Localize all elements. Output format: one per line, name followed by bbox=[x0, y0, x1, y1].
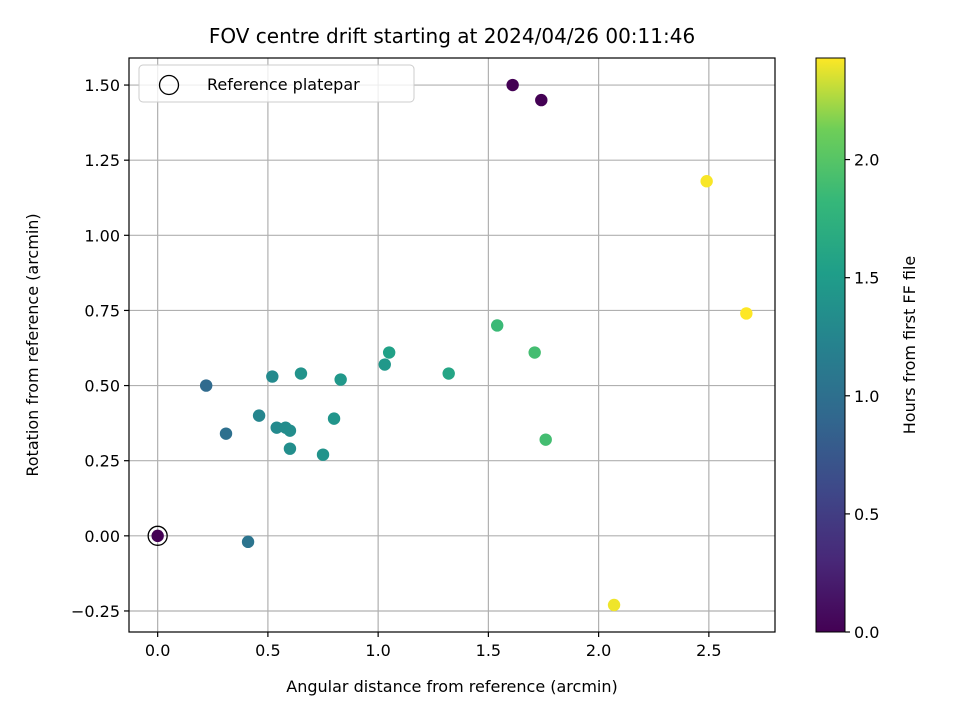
data-point bbox=[283, 442, 297, 455]
x-tick-label: 2.0 bbox=[586, 641, 611, 660]
x-tick-label: 2.5 bbox=[696, 641, 721, 660]
y-tick-label: 1.50 bbox=[84, 76, 120, 95]
data-point bbox=[442, 367, 455, 380]
data-point bbox=[316, 448, 330, 461]
data-point bbox=[199, 379, 213, 392]
data-point bbox=[528, 346, 541, 359]
y-axis-label: Rotation from reference (arcmin) bbox=[23, 213, 42, 476]
data-point bbox=[378, 358, 391, 371]
data-point bbox=[294, 367, 308, 380]
y-tick-label: 1.00 bbox=[84, 226, 120, 245]
data-point bbox=[283, 424, 297, 437]
x-tick-label: 1.0 bbox=[365, 641, 390, 660]
x-axis-ticks: 0.0 0.5 1.0 1.5 2.0 2.5 bbox=[145, 632, 722, 660]
y-tick-label: 0.75 bbox=[84, 301, 120, 320]
x-tick-label: 0.0 bbox=[145, 641, 170, 660]
x-tick-label: 1.5 bbox=[476, 641, 501, 660]
grid bbox=[129, 58, 775, 632]
colorbar-gradient bbox=[815, 57, 846, 633]
data-point bbox=[270, 421, 283, 434]
x-axis-label: Angular distance from reference (arcmin) bbox=[286, 677, 617, 696]
data-point bbox=[266, 370, 279, 383]
y-axis-ticks: −0.25 0.00 0.25 0.50 0.75 1.00 1.25 1.50 bbox=[71, 76, 129, 621]
data-point bbox=[151, 529, 164, 543]
x-tick-label: 0.5 bbox=[255, 641, 280, 660]
data-point bbox=[490, 319, 504, 332]
data-point bbox=[535, 93, 548, 107]
legend-entry-label: Reference platepar bbox=[207, 75, 360, 94]
y-tick-label: 0.50 bbox=[84, 377, 120, 396]
data-point bbox=[607, 598, 621, 612]
colorbar-tick-label: 0.5 bbox=[854, 505, 879, 524]
data-point bbox=[382, 346, 396, 359]
y-tick-label: 0.25 bbox=[84, 452, 120, 471]
colorbar-label: Hours from first FF file bbox=[900, 256, 919, 435]
reference-platepar-marker bbox=[147, 525, 168, 546]
legend-box bbox=[138, 64, 415, 103]
data-point bbox=[700, 175, 713, 188]
chart-title: FOV centre drift starting at 2024/04/26 … bbox=[209, 24, 695, 48]
data-point bbox=[241, 535, 255, 549]
colorbar-tick-label: 1.0 bbox=[854, 387, 879, 406]
data-point bbox=[539, 433, 552, 446]
data-point bbox=[219, 427, 233, 440]
plot-frame bbox=[128, 57, 776, 633]
y-tick-label: 0.00 bbox=[84, 527, 120, 546]
data-points bbox=[147, 78, 753, 612]
colorbar-tick-label: 2.0 bbox=[854, 151, 879, 170]
legend: Reference platepar bbox=[138, 64, 415, 103]
y-tick-label: 1.25 bbox=[84, 151, 120, 170]
colorbar-tick-label: 0.0 bbox=[854, 623, 879, 642]
y-tick-label: −0.25 bbox=[71, 602, 120, 621]
data-point bbox=[334, 373, 347, 386]
data-point bbox=[327, 412, 341, 425]
legend-marker-hollow-circle bbox=[158, 74, 180, 96]
data-point bbox=[252, 409, 266, 422]
data-point bbox=[740, 307, 753, 320]
colorbar-ticks: 0.0 0.5 1.0 1.5 2.0 bbox=[845, 151, 879, 642]
data-point bbox=[506, 78, 519, 92]
colorbar: 0.0 0.5 1.0 1.5 2.0 Hours from first FF file bbox=[815, 57, 919, 642]
colorbar-tick-label: 1.5 bbox=[854, 269, 879, 288]
